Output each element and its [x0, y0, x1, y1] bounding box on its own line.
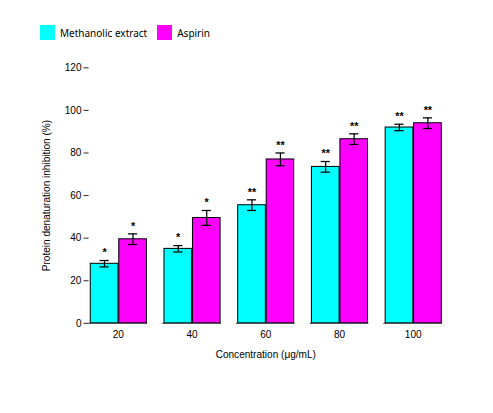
svg-text:100: 100 [65, 105, 82, 116]
svg-text:0: 0 [76, 318, 82, 329]
svg-text:Protein denaturation inhibitio: Protein denaturation inhibition (%) [41, 120, 52, 271]
svg-text:60: 60 [260, 329, 272, 340]
svg-text:*: * [131, 220, 136, 232]
svg-text:80: 80 [70, 147, 82, 158]
svg-text:**: ** [395, 110, 404, 122]
svg-text:**: ** [248, 186, 257, 198]
svg-text:*: * [205, 196, 210, 208]
svg-text:120: 120 [65, 62, 82, 73]
svg-text:**: ** [321, 147, 330, 159]
svg-text:40: 40 [186, 329, 198, 340]
svg-text:20: 20 [113, 329, 125, 340]
svg-text:80: 80 [334, 329, 346, 340]
svg-text:**: ** [424, 104, 433, 116]
svg-text:*: * [176, 231, 181, 243]
svg-text:*: * [102, 246, 107, 258]
svg-text:20: 20 [70, 275, 82, 286]
html-text:Methanolic extract: Methanolic extract [60, 25, 148, 40]
svg-text:60: 60 [70, 190, 82, 201]
svg-text:100: 100 [405, 329, 422, 340]
html-text:Aspirin: Aspirin [177, 25, 210, 40]
svg-text:40: 40 [70, 232, 82, 243]
svg-text:**: ** [276, 139, 285, 151]
svg-text:Concentration (μg/mL): Concentration (μg/mL) [216, 349, 316, 360]
svg-text:**: ** [350, 120, 359, 132]
